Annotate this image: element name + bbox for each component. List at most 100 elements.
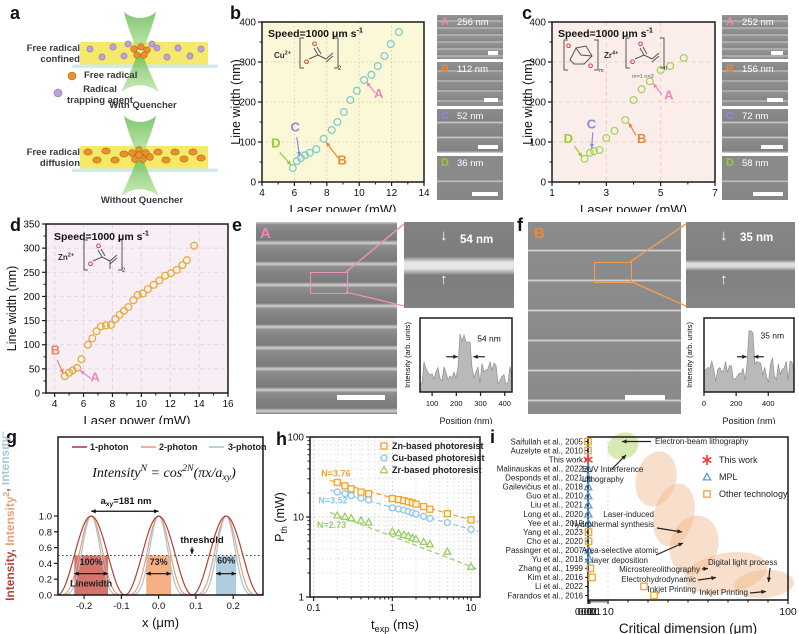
svg-text:100: 100 — [23, 340, 40, 351]
sem-linewidth: 52 nm — [457, 111, 484, 122]
sem-linewidth: 156 nm — [742, 64, 774, 75]
zoom-region-box — [310, 272, 348, 294]
svg-text:0.2: 0.2 — [39, 575, 52, 586]
svg-text:8: 8 — [110, 399, 116, 410]
sem-tag: B — [441, 63, 449, 75]
svg-text:B: B — [51, 342, 60, 357]
chart-profile-35nm: 0 200 400 Position (nm) Intensity (arb. unit… — [680, 310, 799, 426]
svg-text:12: 12 — [386, 188, 398, 199]
svg-text:10: 10 — [602, 606, 614, 618]
svg-text:400: 400 — [762, 399, 775, 408]
svg-text:150: 150 — [23, 316, 40, 327]
svg-text:1: 1 — [549, 188, 555, 199]
svg-text:0.1: 0.1 — [189, 601, 202, 612]
svg-text:1: 1 — [298, 593, 304, 604]
sem-image: C 52 nm — [437, 109, 503, 153]
svg-text:hydrothermal synthesis: hydrothermal synthesis — [572, 520, 654, 529]
svg-text:m=1 n=3: m=1 n=3 — [632, 74, 654, 80]
sem-image: D 58 nm — [722, 156, 788, 200]
svg-text:300: 300 — [23, 244, 40, 255]
sem-tag: A — [726, 16, 734, 28]
svg-text:Speed=1000 μm s-1: Speed=1000 μm s-1 — [558, 26, 653, 40]
svg-text:Area-selective atomic: Area-selective atomic — [582, 546, 658, 555]
svg-text:10: 10 — [465, 603, 477, 614]
svg-text:N=3.76: N=3.76 — [321, 469, 350, 479]
sem-image: A 252 nm — [722, 15, 788, 59]
svg-text:Yee et al., 2019: Yee et al., 2019 — [528, 519, 584, 528]
svg-text:Long et al., 2020: Long et al., 2020 — [523, 510, 583, 519]
svg-text:0: 0 — [540, 178, 546, 189]
up-arrow-icon: ↑ — [720, 271, 728, 288]
svg-text:Position (nm): Position (nm) — [439, 416, 492, 424]
svg-text:Intensity (arb. units): Intensity (arb. units) — [403, 322, 412, 388]
svg-text:100: 100 — [239, 138, 256, 149]
svg-text:Speed=1000 μm s-1: Speed=1000 μm s-1 — [54, 229, 149, 243]
sem-tag: D — [726, 157, 734, 169]
svg-text:Zr4+: Zr4+ — [604, 51, 619, 60]
sem-tag-b: B — [534, 225, 545, 242]
linewidth-value: 35 nm — [740, 232, 774, 244]
svg-text:14: 14 — [194, 399, 206, 410]
svg-text:100: 100 — [529, 138, 546, 149]
svg-text:200: 200 — [450, 399, 463, 408]
svg-text:Yang et al., 2023: Yang et al., 2023 — [523, 528, 583, 537]
svg-text:Zhang et al., 1999: Zhang et al., 1999 — [519, 564, 584, 573]
svg-text:Zn2+: Zn2+ — [58, 253, 75, 262]
svg-text:MPL: MPL — [719, 472, 738, 482]
svg-text:Line width (nm): Line width (nm) — [229, 59, 243, 144]
chart-cu-linewidth: 4 6 8 10 12 14 0 100 200 300 400 Laser power (mW) Li… — [228, 2, 440, 218]
svg-text:Line width (nm): Line width (nm) — [521, 59, 535, 144]
zoom-region-box — [594, 262, 632, 283]
svg-text:-0.2: -0.2 — [76, 601, 92, 612]
svg-text:layer deposition: layer deposition — [592, 556, 648, 565]
chart-svg-pe: 100 200 300 400 Position (nm) Intensity (arb.… — [403, 317, 513, 426]
svg-text:Cho et al., 2020: Cho et al., 2020 — [527, 537, 584, 546]
chart-svg-pf: 0 200 400 Position (nm) Intensity (arb. unit… — [685, 317, 795, 426]
panel-label-d: d — [10, 215, 21, 235]
svg-text:O: O — [588, 63, 593, 70]
svg-text:200: 200 — [239, 98, 256, 109]
sem-zoom-inset-e: ↓ ↑ 54 nm — [404, 222, 514, 308]
svg-text:1: 1 — [587, 606, 593, 618]
svg-text:m: m — [599, 68, 604, 74]
sem-strip-c: A 252 nm B 156 nm C 72 nm D 58 nm — [722, 15, 788, 201]
svg-text:C: C — [587, 116, 597, 131]
svg-text:300: 300 — [239, 58, 256, 69]
panel-label-e: e — [232, 215, 243, 235]
svg-text:3: 3 — [604, 188, 610, 199]
svg-text:7: 7 — [712, 188, 718, 199]
svg-text:Lithography: Lithography — [582, 475, 624, 484]
sem-strip-b: A 256 nm B 112 nm C 52 nm D 36 nm — [437, 15, 503, 201]
svg-text:Liu et al., 2021: Liu et al., 2021 — [531, 501, 584, 510]
panel-label-i: i — [490, 427, 496, 447]
sem-image: C 72 nm — [722, 109, 788, 153]
svg-text:Laser power (mW): Laser power (mW) — [84, 413, 191, 424]
svg-text:0.1: 0.1 — [307, 603, 321, 614]
svg-text:D: D — [271, 136, 280, 151]
svg-text:2-photon: 2-photon — [159, 442, 198, 452]
svg-text:Malinauskas et al., 2022: Malinauskas et al., 2022 — [497, 464, 584, 473]
svg-text:0.01: 0.01 — [578, 606, 599, 618]
svg-text:200: 200 — [730, 399, 743, 408]
svg-text:n: n — [664, 66, 667, 72]
scale-bar — [478, 145, 498, 149]
svg-text:Laser power (mW): Laser power (mW) — [580, 202, 687, 212]
diffusion-label: Free radical diffusion — [26, 147, 80, 169]
svg-text:Kim et al., 2016: Kim et al., 2016 — [527, 573, 583, 582]
panel-label-f: f — [517, 215, 523, 235]
svg-text:200: 200 — [529, 98, 546, 109]
svg-text:10: 10 — [354, 188, 366, 199]
svg-text:400: 400 — [498, 399, 511, 408]
svg-text:5: 5 — [658, 188, 664, 199]
chart-zn-linewidth: 4 6 8 10 12 14 16 0 50 100 150 200 250 300 350 Laser po… — [4, 212, 240, 429]
svg-text:Farandos et al., 2016: Farandos et al., 2016 — [507, 591, 583, 600]
sem-image: B 112 nm — [437, 62, 503, 106]
chart-svg-b: 4 6 8 10 12 14 0 100 200 300 400 Laser power (mW) Li… — [229, 18, 430, 218]
svg-text:0.0: 0.0 — [152, 601, 165, 612]
sem-image: B 156 nm — [722, 62, 788, 106]
panel-label-a: a — [10, 3, 21, 23]
svg-text:Zn-based photoresist: Zn-based photoresist — [392, 441, 484, 451]
svg-text:0.0: 0.0 — [39, 591, 52, 602]
